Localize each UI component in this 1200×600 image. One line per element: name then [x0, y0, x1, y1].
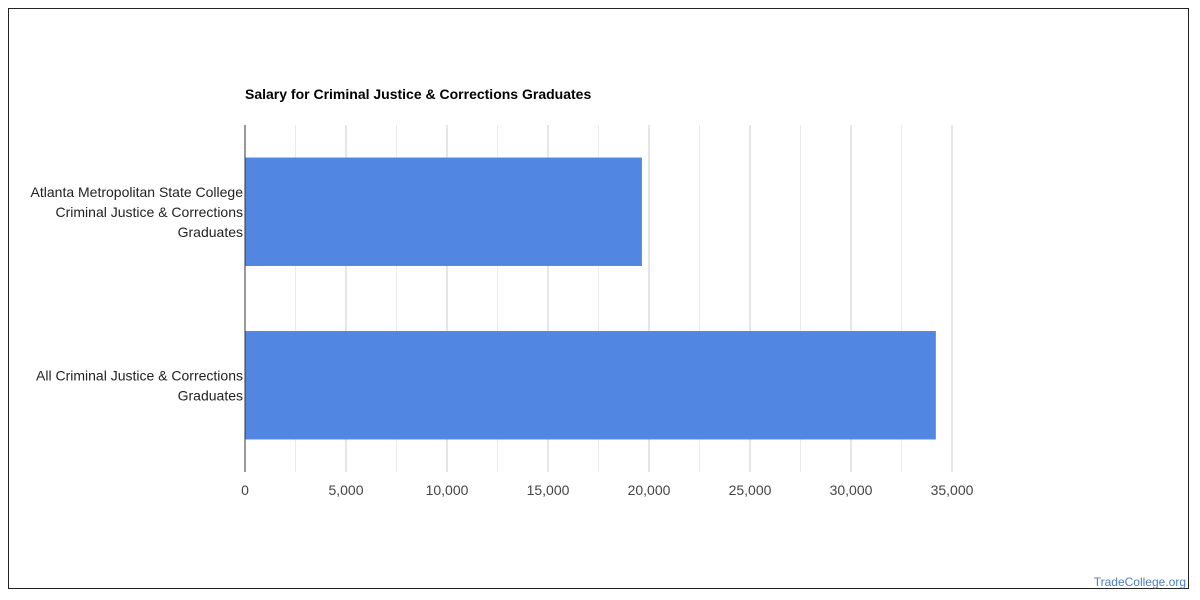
x-tick-label: 25,000	[729, 482, 772, 498]
category-labels: Atlanta Metropolitan State College Crimin…	[31, 184, 244, 404]
x-tick-label: 15,000	[527, 482, 570, 498]
chart-title: Salary for Criminal Justice & Correction…	[245, 86, 591, 102]
category-label: Criminal Justice & Corrections	[56, 204, 244, 220]
x-tick-label: 30,000	[830, 482, 873, 498]
x-tick-label: 20,000	[628, 482, 671, 498]
bar-1[interactable]	[245, 157, 642, 266]
bars	[245, 157, 936, 440]
category-label: Atlanta Metropolitan State College	[31, 184, 244, 200]
x-tick-label: 35,000	[931, 482, 974, 498]
category-label: All Criminal Justice & Corrections	[36, 367, 243, 383]
bar-2[interactable]	[245, 331, 936, 440]
x-tick-label: 10,000	[426, 482, 469, 498]
x-tick-label: 0	[241, 482, 249, 498]
x-tick-label: 5,000	[328, 482, 363, 498]
watermark: TradeCollege.org	[1093, 575, 1186, 589]
x-axis-ticks: 0 5,000 10,000 15,000 20,000 25,000 30,000 35,0…	[241, 482, 974, 498]
category-label: Graduates	[178, 224, 243, 240]
category-label: Graduates	[178, 387, 243, 403]
